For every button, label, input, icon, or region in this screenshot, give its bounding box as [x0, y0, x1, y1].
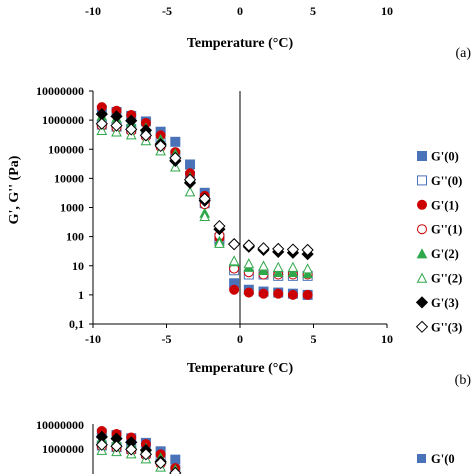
bottom-data-point [170, 454, 181, 465]
data-point [125, 123, 138, 136]
data-point [258, 260, 269, 271]
data-point [287, 289, 298, 300]
legend-label: G''(1) [431, 223, 462, 237]
data-point [139, 129, 153, 142]
main-plot: G', G'' (Pa) 0,1110100100010000100000100… [7, 84, 471, 388]
data-point [287, 266, 299, 277]
legend-label: G'(0) [431, 150, 459, 164]
x-tick-label: -5 [162, 332, 172, 346]
y-tick-label: 0,1 [69, 317, 84, 331]
data-point [272, 266, 284, 277]
top-x-tick: -5 [162, 4, 172, 18]
panel-label-a: (a) [455, 46, 471, 61]
top-x-tick: 0 [237, 4, 243, 18]
bottom-data-point [169, 466, 182, 474]
x-tick-label: -10 [85, 332, 101, 346]
bottom-data-point [95, 438, 108, 451]
legend-label: G'(3) [431, 296, 459, 310]
legend-marker [417, 151, 427, 161]
data-point [169, 151, 182, 165]
bottom-legend-marker [417, 454, 426, 463]
legend-label: G''(2) [431, 272, 462, 286]
top-x-tick: 5 [310, 4, 316, 18]
bottom-data-point [110, 440, 123, 453]
bottom-panel-fragment: 10000000 1000000 G'(0 [36, 418, 455, 474]
data-point [302, 289, 313, 300]
data-point [302, 263, 313, 274]
data-point [286, 243, 300, 256]
data-point [301, 243, 314, 257]
data-point [111, 126, 122, 137]
y-tick-label: 1000000 [42, 113, 84, 127]
data-point [258, 288, 269, 299]
x-axis-label: Temperature (°C) [187, 361, 294, 376]
data-point [213, 219, 226, 233]
legend-label: G'(1) [431, 198, 459, 212]
data-point [243, 287, 254, 298]
data-point [242, 239, 255, 252]
y-tick-label: 100000 [48, 142, 84, 156]
y-tick-label: 10000000 [36, 84, 84, 98]
data-point [228, 255, 240, 266]
legend-marker [417, 175, 427, 186]
top-panel-fragment: -10 -5 0 5 10 Temperature (°C) (a) [85, 4, 471, 61]
legend-marker [416, 272, 428, 283]
y-tick-label: 10000 [54, 171, 84, 185]
data-point [273, 288, 284, 299]
bottom-y-tick: 1000000 [42, 442, 84, 456]
x-tick-label: 10 [381, 332, 393, 346]
data-point [214, 237, 225, 248]
legend-marker [416, 248, 428, 259]
y-tick-labels: 0,1 1 10 100 1000 10000 100000 1000000 10000000 [36, 84, 93, 331]
data-point [95, 117, 108, 130]
bottom-y-tick: 10000000 [36, 418, 84, 432]
data-point [257, 242, 270, 255]
data-point [243, 258, 255, 269]
bottom-data-point [139, 448, 153, 461]
bottom-data-point [125, 443, 138, 456]
x-tick-label: 5 [311, 332, 317, 346]
data-point [229, 284, 240, 295]
y-tick-label: 1 [78, 288, 84, 302]
legend-marker [417, 199, 427, 210]
x-tick-labels: -10 -5 0 5 10 [85, 324, 393, 346]
legend-label: G''(0) [431, 174, 462, 188]
top-x-axis-label: Temperature (°C) [187, 36, 294, 51]
data-point [272, 261, 284, 272]
legend-marker [415, 296, 429, 309]
data-point [185, 159, 196, 170]
data-point [198, 192, 211, 205]
y-tick-label: 10 [72, 259, 84, 273]
data-point [96, 124, 108, 136]
y-tick-label: 100 [66, 230, 84, 244]
data-point [199, 210, 211, 222]
top-x-tick: 10 [381, 4, 393, 18]
y-tick-label: 1000 [60, 201, 84, 215]
data-marks [95, 102, 314, 300]
data-point [272, 242, 285, 255]
legend-marker [417, 224, 427, 235]
top-x-tick: -10 [85, 4, 101, 18]
data-point [170, 136, 181, 147]
legend-label: G''(3) [431, 320, 462, 334]
y-axis-label: G', G'' (Pa) [7, 155, 22, 224]
panel-label-b: (b) [455, 373, 472, 388]
data-point [110, 119, 123, 132]
data-point [183, 173, 197, 186]
x-tick-label: 0 [237, 332, 243, 346]
data-point [287, 261, 299, 272]
legend: G'(0) G''(0) G'(1) G''(1) G'(2) G''(2) G'(3) G'… [415, 150, 462, 334]
legend-label: G'(2) [431, 247, 459, 261]
data-point [154, 139, 167, 153]
data-point [184, 186, 196, 197]
bottom-data-point [154, 456, 167, 470]
bottom-data-marks [95, 426, 182, 474]
legend-marker [415, 320, 429, 333]
bottom-legend-label: G'(0 [431, 452, 455, 466]
data-point [228, 238, 241, 251]
